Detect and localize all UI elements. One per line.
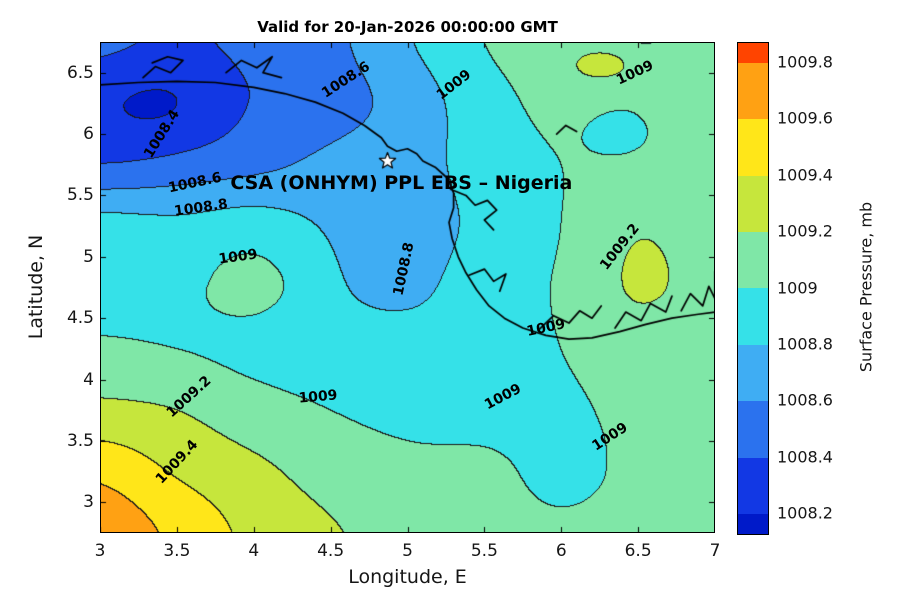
colorbar-segment <box>738 514 768 534</box>
plot-area: CSA (ONHYM) PPL EBS – Nigeria 1008.4 1008… <box>100 42 715 533</box>
x-tick-label: 3 <box>94 541 106 561</box>
colorbar-segment <box>738 344 768 402</box>
colorbar-segment <box>738 288 768 345</box>
colorbar-segment <box>738 175 768 233</box>
contour-label: 1008.6 <box>318 58 374 102</box>
y-tick-label: 6 <box>83 124 94 145</box>
contour-label: 1009 <box>525 316 567 340</box>
y-tick-label: 3.5 <box>66 430 94 451</box>
contour-label: 1009.2 <box>163 372 215 421</box>
contour-label: 1009 <box>614 57 657 89</box>
y-tick-label: 5 <box>83 246 94 267</box>
contour-label: 1008.6 <box>167 169 224 197</box>
contour-label: 1009 <box>481 380 524 413</box>
y-tick-label: 4.5 <box>66 308 94 329</box>
x-axis-label: Longitude, E <box>348 566 467 588</box>
contour-label: 1009 <box>589 419 632 455</box>
x-tick-label: 5.5 <box>470 541 498 561</box>
y-tick-label: 6.5 <box>66 62 94 83</box>
contour-label: 1008.8 <box>173 196 230 220</box>
y-tick-label: 5.5 <box>66 185 94 206</box>
x-tick-label: 4 <box>248 541 260 561</box>
contour-label: 1009.4 <box>152 436 202 488</box>
colorbar-segment <box>738 401 768 458</box>
colorbar-segment <box>738 119 768 176</box>
x-tick-label: 5 <box>402 541 413 561</box>
colorbar-tick-label: 1009 <box>777 278 818 297</box>
x-tick-label: 6 <box>555 541 567 561</box>
contour-labels-overlay: CSA (ONHYM) PPL EBS – Nigeria 1008.4 1008… <box>100 42 715 533</box>
x-tick-label: 6.5 <box>624 541 652 561</box>
y-tick-label: 3 <box>83 492 94 513</box>
colorbar-segment <box>738 43 768 63</box>
colorbar-segment <box>738 232 768 289</box>
colorbar <box>737 42 769 535</box>
colorbar-tick-label: 1008.2 <box>777 503 833 523</box>
colorbar-tick-label: 1009.2 <box>777 221 833 241</box>
contour-label: 1009 <box>298 387 339 407</box>
x-tick-label: 4.5 <box>317 541 345 561</box>
x-tick-label: 7 <box>709 541 721 561</box>
colorbar-tick-label: 1008.4 <box>777 447 833 467</box>
y-tick-label: 4 <box>83 369 94 390</box>
contour-label: 1009.2 <box>596 220 643 274</box>
plot-title: Valid for 20-Jan-2026 00:00:00 GMT <box>257 18 558 36</box>
colorbar-label: Surface Pressure, mb <box>856 201 876 373</box>
contour-label: 1008.4 <box>140 106 183 162</box>
colorbar-tick-label: 1008.6 <box>777 390 833 410</box>
contour-label: 1009 <box>433 66 474 104</box>
colorbar-segment <box>738 457 768 515</box>
contour-label: 1009 <box>217 246 259 268</box>
contour-map-canvas <box>100 42 715 533</box>
x-tick-label: 3.5 <box>163 541 191 561</box>
site-annotation: CSA (ONHYM) PPL EBS – Nigeria <box>230 172 573 195</box>
colorbar-tick-label: 1008.8 <box>777 334 833 354</box>
colorbar-segment <box>738 62 768 120</box>
colorbar-tick-label: 1009.6 <box>777 108 833 128</box>
colorbar-tick-label: 1009.4 <box>777 165 833 185</box>
contour-label: 1008.8 <box>390 240 418 298</box>
colorbar-tick-label: 1009.8 <box>777 52 833 72</box>
